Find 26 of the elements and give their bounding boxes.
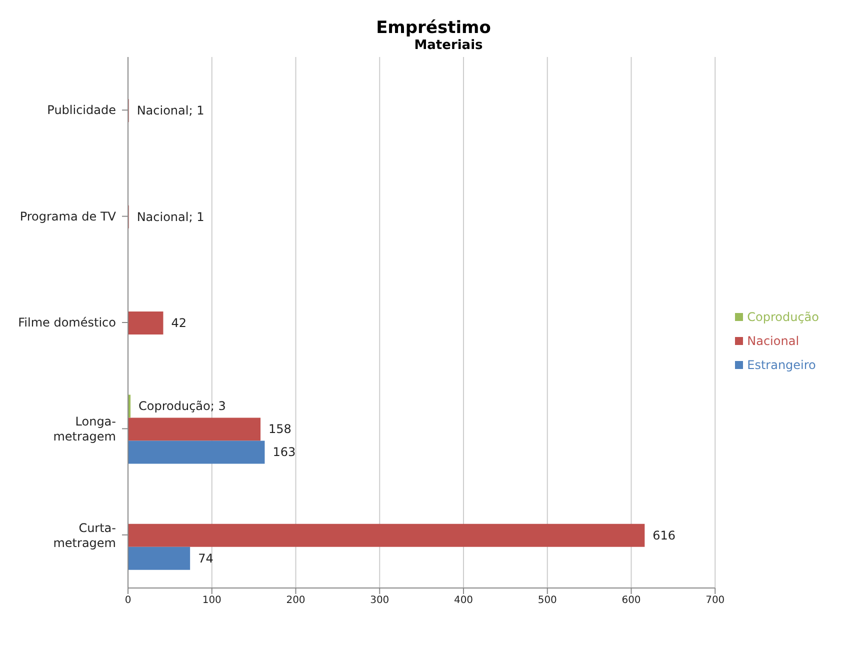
chart-subtitle: Materiais <box>413 38 484 53</box>
x-tick-label: 0 <box>124 595 132 606</box>
chart-title: Empréstimo <box>375 17 492 38</box>
data-label: 42 <box>171 316 187 330</box>
y-tick-label: Programa de TV <box>20 209 117 224</box>
x-tick-label: 100 <box>202 595 222 606</box>
legend-label: Coprodução <box>747 310 819 324</box>
legend-label: Nacional <box>747 334 800 348</box>
x-tick-label: 600 <box>622 595 641 606</box>
y-tick-label: Filme doméstico <box>18 316 116 330</box>
y-tick-label: Publicidade <box>47 103 116 118</box>
data-label: 158 <box>268 422 292 436</box>
legend-label: Estrangeiro <box>747 358 816 372</box>
x-tick-label: 500 <box>538 595 557 606</box>
data-label: 163 <box>272 445 296 460</box>
x-tick-label: 400 <box>454 595 474 606</box>
data-label: Coprodução; 3 <box>138 399 226 414</box>
x-tick-label: 200 <box>286 595 306 606</box>
y-tick-label: Curta-metragem <box>53 520 116 550</box>
data-label: 74 <box>198 551 214 566</box>
y-tick-label: Longa-metragem <box>53 414 116 444</box>
data-label: Nacional; 1 <box>136 104 204 118</box>
data-label: Nacional; 1 <box>136 210 204 224</box>
x-tick-label: 300 <box>370 595 390 606</box>
x-tick-label: 700 <box>706 595 725 606</box>
data-label: 616 <box>652 528 676 542</box>
